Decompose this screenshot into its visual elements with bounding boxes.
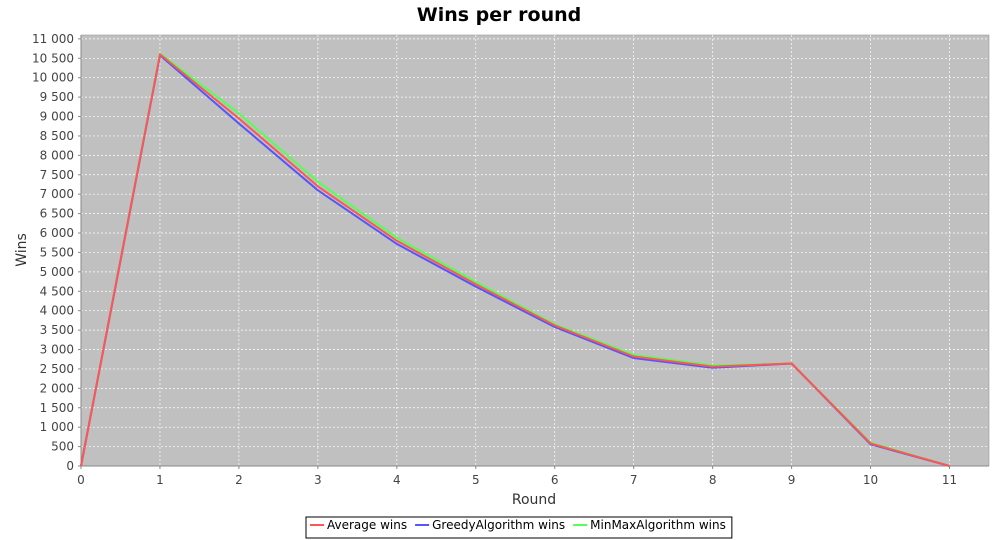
y-tick-label: 9 500 xyxy=(40,90,74,104)
y-tick-label: 500 xyxy=(51,440,74,454)
x-tick-label: 5 xyxy=(472,473,480,487)
plot-area xyxy=(80,34,990,467)
y-tick-label: 11 000 xyxy=(32,32,74,46)
legend: Average wins GreedyAlgorithm wins MinMaxAl… xyxy=(305,516,733,539)
y-tick-label: 6 500 xyxy=(40,207,74,221)
y-tick-label: 1 500 xyxy=(40,401,74,415)
y-tick-label: 10 500 xyxy=(32,51,74,65)
x-axis: 0 1 2 3 4 5 6 7 8 9 10 11 xyxy=(77,465,989,487)
x-tick-label: 0 xyxy=(77,473,85,487)
x-tick-label: 3 xyxy=(314,473,322,487)
y-tick-label: 2 000 xyxy=(40,381,74,395)
y-tick-label: 1 000 xyxy=(40,420,74,434)
y-axis: 0 500 1 000 1 500 2 000 2 500 3 000 3 500 4 000 4… xyxy=(32,32,82,473)
x-tick-label: 9 xyxy=(788,473,796,487)
y-tick-label: 3 500 xyxy=(40,323,74,337)
y-tick-label: 7 500 xyxy=(40,168,74,182)
x-tick-label: 7 xyxy=(630,473,638,487)
legend-label: Average wins xyxy=(327,518,407,532)
legend-label: MinMaxAlgorithm wins xyxy=(590,518,726,532)
y-tick-label: 6 000 xyxy=(40,226,74,240)
y-tick-label: 0 xyxy=(66,459,74,473)
y-tick-label: 9 000 xyxy=(40,110,74,124)
x-axis-label: Round xyxy=(512,492,556,508)
chart-title: Wins per round xyxy=(417,4,581,26)
series-lines xyxy=(80,52,950,467)
x-tick-label: 11 xyxy=(942,473,957,487)
y-tick-label: 2 500 xyxy=(40,362,74,376)
y-tick-label: 3 000 xyxy=(40,343,74,357)
series-line-0 xyxy=(80,53,950,467)
y-tick-label: 4 000 xyxy=(40,304,74,318)
x-tick-label: 8 xyxy=(709,473,717,487)
x-tick-label: 10 xyxy=(863,473,878,487)
legend-label: GreedyAlgorithm wins xyxy=(432,518,565,532)
legend-box xyxy=(305,516,733,539)
x-tick-label: 2 xyxy=(235,473,243,487)
y-axis-label: Wins xyxy=(14,233,30,267)
y-tick-label: 5 000 xyxy=(40,265,74,279)
y-tick-label: 8 000 xyxy=(40,148,74,162)
y-tick-label: 5 500 xyxy=(40,245,74,259)
x-tick-label: 6 xyxy=(551,473,559,487)
y-tick-label: 10 000 xyxy=(32,71,74,85)
y-tick-label: 8 500 xyxy=(40,129,74,143)
x-tick-label: 4 xyxy=(393,473,401,487)
x-tick-label: 1 xyxy=(156,473,164,487)
y-tick-label: 7 000 xyxy=(40,187,74,201)
y-tick-label: 4 500 xyxy=(40,284,74,298)
grid-lines xyxy=(80,35,989,467)
